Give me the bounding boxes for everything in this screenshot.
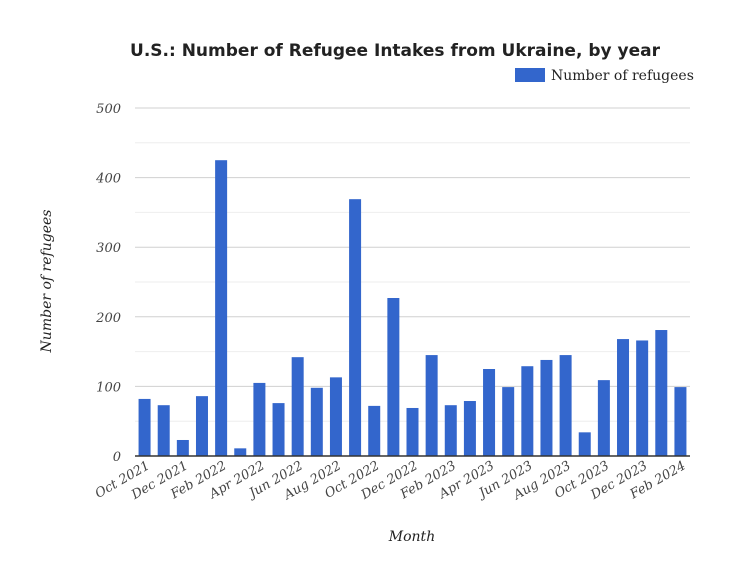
bar-jul-2022[interactable]: [310, 387, 323, 456]
y-tick-label: 100: [96, 380, 121, 395]
bar-may-2023[interactable]: [502, 387, 515, 456]
bar-jan-2023[interactable]: [425, 355, 438, 456]
bar-oct-2021[interactable]: [138, 398, 151, 456]
bar-jun-2022[interactable]: [291, 357, 304, 456]
bar-mar-2023[interactable]: [463, 401, 476, 456]
bar-dec-2022[interactable]: [406, 407, 419, 456]
bar-may-2022[interactable]: [272, 403, 285, 456]
bar-jan-2024[interactable]: [655, 330, 668, 456]
bar-aug-2023[interactable]: [559, 355, 572, 456]
bar-feb-2022[interactable]: [215, 160, 228, 456]
bar-apr-2022[interactable]: [253, 382, 266, 456]
bar-aug-2022[interactable]: [329, 377, 342, 456]
bar-apr-2023[interactable]: [483, 369, 496, 456]
bar-nov-2021[interactable]: [157, 405, 170, 456]
y-tick-label: 200: [95, 311, 121, 326]
chart-title: U.S.: Number of Refugee Intakes from Ukr…: [130, 41, 661, 61]
bar-sep-2022[interactable]: [349, 199, 362, 456]
bar-jul-2023[interactable]: [540, 359, 553, 456]
bar-feb-2023[interactable]: [444, 405, 457, 456]
bar-feb-2024[interactable]: [674, 387, 687, 456]
bar-nov-2022[interactable]: [387, 298, 400, 456]
bar-jan-2022[interactable]: [195, 396, 208, 456]
bar-jun-2023[interactable]: [521, 366, 534, 456]
y-tick-label: 0: [113, 450, 121, 465]
bar-sep-2023[interactable]: [578, 432, 591, 456]
y-tick-label: 400: [95, 172, 121, 187]
bar-nov-2023[interactable]: [617, 339, 630, 456]
bar-dec-2023[interactable]: [636, 340, 649, 456]
legend-label[interactable]: Number of refugees: [551, 68, 694, 84]
y-axis-label: Number of refugees: [39, 210, 55, 354]
bar-oct-2022[interactable]: [368, 405, 381, 456]
legend-swatch: [515, 68, 545, 82]
bar-oct-2023[interactable]: [597, 380, 610, 456]
y-tick-label: 300: [96, 241, 121, 256]
y-tick-label: 500: [96, 102, 121, 117]
bar-dec-2021[interactable]: [176, 439, 189, 456]
bar-mar-2022[interactable]: [234, 448, 247, 456]
x-axis-label: Month: [388, 529, 435, 545]
